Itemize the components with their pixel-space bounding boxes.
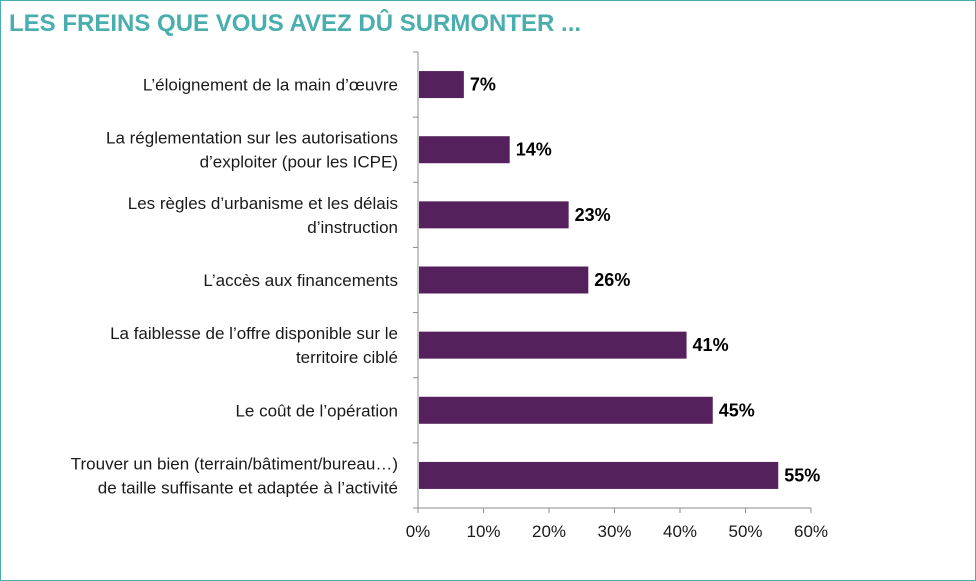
category-label: Trouver un bien (terrain/bâtiment/bureau… (71, 454, 398, 473)
bar (419, 461, 779, 489)
category-label: Les règles d’urbanisme et les délais (128, 194, 398, 213)
x-tick-label: 60% (794, 522, 828, 541)
bar (419, 71, 464, 99)
data-label: 41% (693, 335, 729, 355)
category-label: L’accès aux financements (203, 271, 398, 290)
data-label: 55% (784, 465, 820, 485)
data-label: 14% (516, 140, 552, 160)
bar (419, 201, 569, 229)
x-tick-label: 10% (466, 522, 500, 541)
bar (419, 396, 713, 424)
bar (419, 331, 687, 359)
data-label: 26% (594, 270, 630, 290)
x-tick-label: 20% (532, 522, 566, 541)
data-label: 23% (575, 205, 611, 225)
category-label: de taille suffisante et adaptée à l’acti… (98, 478, 398, 497)
x-tick-label: 0% (406, 522, 431, 541)
category-label: La réglementation sur les autorisations (106, 129, 398, 148)
category-label: d’exploiter (pour les ICPE) (200, 153, 398, 172)
category-label: Le coût de l’opération (235, 401, 398, 420)
chart-title: LES FREINS QUE VOUS AVEZ DÛ SURMONTER ..… (9, 10, 582, 37)
category-label: La faiblesse de l’offre disponible sur l… (110, 324, 398, 343)
category-label: d’instruction (307, 218, 398, 237)
bar (419, 266, 589, 294)
x-tick-label: 40% (663, 522, 697, 541)
category-label: L’éloignement de la main d’œuvre (143, 76, 398, 95)
x-tick-label: 50% (728, 522, 762, 541)
data-label: 45% (719, 400, 755, 420)
category-label: territoire ciblé (296, 348, 398, 367)
data-label: 7% (470, 75, 496, 95)
x-tick-label: 30% (597, 522, 631, 541)
bar (419, 136, 510, 164)
